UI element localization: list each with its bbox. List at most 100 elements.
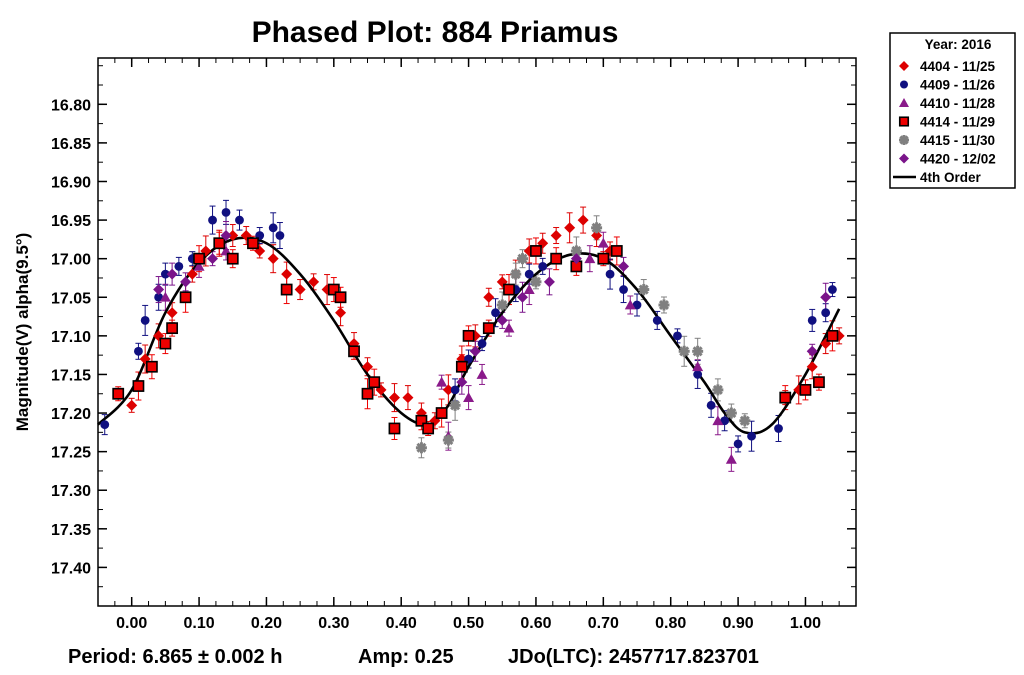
data-point-4 bbox=[280, 283, 293, 296]
data-point-4 bbox=[503, 283, 515, 296]
amplitude-label: Amp: 0.25 bbox=[358, 646, 454, 668]
data-point-2 bbox=[174, 261, 184, 271]
data-point-2 bbox=[538, 261, 548, 271]
legend-label-2: 4409 - 11/26 bbox=[920, 78, 996, 93]
y-tick-label: 17.00 bbox=[51, 252, 91, 269]
data-point-4 bbox=[610, 245, 623, 257]
x-tick-label: 0.90 bbox=[723, 615, 754, 632]
data-point-3 bbox=[159, 291, 171, 302]
data-point-3 bbox=[725, 453, 737, 464]
data-point-2 bbox=[208, 215, 217, 225]
data-point-1 bbox=[402, 392, 414, 404]
data-point-2 bbox=[524, 269, 534, 279]
data-point-3 bbox=[476, 368, 488, 379]
data-point-5 bbox=[449, 399, 461, 411]
data-point-6 bbox=[618, 260, 630, 272]
data-point-1 bbox=[227, 230, 239, 242]
x-tick-label: 0.30 bbox=[318, 615, 349, 632]
data-point-1 bbox=[442, 384, 454, 396]
data-point-4 bbox=[462, 329, 475, 342]
data-point-6 bbox=[543, 276, 555, 288]
period-label: Period: 6.865 ± 0.002 h bbox=[68, 646, 282, 668]
data-point-3 bbox=[584, 253, 596, 264]
data-point-4 bbox=[422, 422, 435, 435]
legend-marker-5 bbox=[899, 135, 909, 145]
y-tick-label: 17.35 bbox=[51, 522, 91, 539]
data-point-3 bbox=[193, 260, 205, 271]
data-point-4 bbox=[166, 322, 179, 335]
legend-fit-label: 4th Order bbox=[920, 170, 982, 185]
data-point-2 bbox=[632, 300, 642, 310]
legend-marker-1 bbox=[899, 61, 909, 71]
data-point-3 bbox=[503, 322, 515, 333]
x-tick-label: 0.00 bbox=[116, 615, 147, 632]
data-point-6 bbox=[220, 230, 232, 242]
data-point-1 bbox=[186, 268, 198, 280]
data-point-2 bbox=[134, 346, 143, 356]
data-point-1 bbox=[166, 307, 178, 319]
legend-label-5: 4415 - 11/30 bbox=[920, 133, 995, 148]
data-point-4 bbox=[455, 360, 468, 373]
data-point-5 bbox=[712, 384, 724, 396]
data-point-6 bbox=[180, 276, 192, 288]
data-point-4 bbox=[779, 391, 792, 404]
y-tick-label: 16.85 bbox=[51, 136, 91, 153]
data-point-5 bbox=[415, 442, 427, 454]
data-point-2 bbox=[706, 400, 716, 410]
data-point-3 bbox=[597, 237, 609, 248]
data-point-4 bbox=[327, 283, 340, 296]
data-point-4 bbox=[226, 252, 239, 265]
y-tick-label: 17.05 bbox=[51, 290, 91, 307]
data-point-1 bbox=[577, 214, 589, 226]
data-point-6 bbox=[456, 376, 468, 388]
data-point-1 bbox=[564, 222, 576, 234]
data-point-4 bbox=[132, 380, 145, 392]
y-tick-label: 17.30 bbox=[51, 483, 91, 500]
legend-marker-3 bbox=[899, 98, 909, 107]
x-tick-label: 0.50 bbox=[453, 615, 484, 632]
data-point-4 bbox=[597, 252, 610, 265]
data-point-2 bbox=[807, 316, 817, 325]
y-tick-label: 16.80 bbox=[51, 97, 91, 114]
data-point-2 bbox=[140, 316, 150, 325]
data-point-3 bbox=[436, 376, 448, 387]
data-point-2 bbox=[154, 292, 164, 302]
data-point-5 bbox=[725, 407, 737, 419]
data-point-4 bbox=[146, 360, 158, 373]
data-point-2 bbox=[673, 331, 682, 341]
chart-title: Phased Plot: 884 Priamus bbox=[252, 16, 619, 49]
data-point-2 bbox=[619, 285, 628, 294]
data-point-2 bbox=[733, 439, 743, 449]
data-point-6 bbox=[496, 314, 508, 326]
data-point-2 bbox=[477, 339, 487, 348]
data-point-1 bbox=[362, 361, 374, 373]
data-point-5 bbox=[678, 345, 690, 357]
y-tick-label: 17.20 bbox=[51, 406, 91, 423]
data-point-2 bbox=[450, 385, 460, 395]
x-tick-label: 0.10 bbox=[183, 615, 214, 632]
legend-marker-6 bbox=[899, 153, 909, 164]
data-point-5 bbox=[442, 434, 454, 446]
legend-label-3: 4410 - 11/28 bbox=[920, 96, 996, 111]
y-axis-label: Magnitude(V) alpha(9.5°) bbox=[13, 233, 32, 432]
x-tick-label: 0.20 bbox=[251, 615, 282, 632]
data-point-2 bbox=[268, 223, 278, 233]
data-point-6 bbox=[516, 291, 528, 303]
data-point-4 bbox=[530, 245, 542, 257]
data-point-5 bbox=[739, 415, 751, 427]
data-point-3 bbox=[692, 361, 704, 372]
data-point-2 bbox=[828, 285, 837, 294]
data-point-4 bbox=[435, 407, 448, 419]
data-point-2 bbox=[491, 308, 500, 318]
data-point-5 bbox=[692, 345, 704, 357]
data-point-5 bbox=[510, 268, 522, 280]
y-tick-label: 17.40 bbox=[51, 560, 91, 577]
x-axis: 0.00 0.10 0.20 0.30 0.40 0.50 0.60 0.70 0.80 0.90… bbox=[114, 58, 840, 632]
data-point-2 bbox=[100, 420, 110, 430]
data-point-6 bbox=[570, 253, 582, 265]
data-point-5 bbox=[591, 222, 603, 234]
data-point-4 bbox=[826, 329, 839, 342]
data-point-4 bbox=[334, 291, 347, 304]
data-point-6 bbox=[153, 284, 165, 296]
